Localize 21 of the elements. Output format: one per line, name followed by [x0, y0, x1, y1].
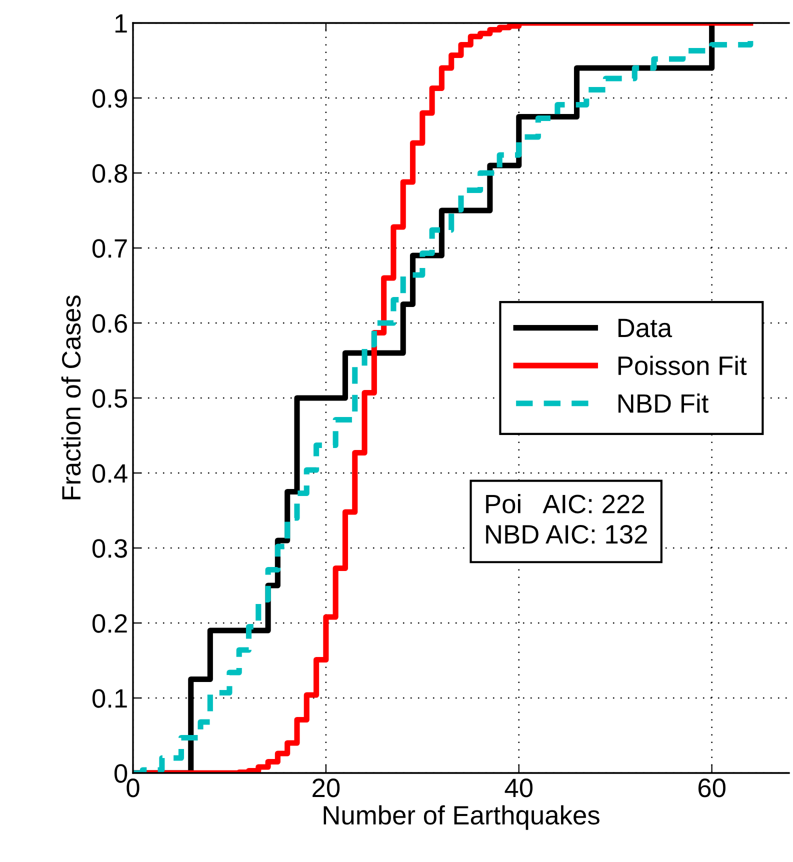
y-tick-label: 0.8 [92, 164, 127, 183]
y-axis-title: Fraction of Cases [61, 296, 81, 500]
x-tick-label: 20 [312, 778, 340, 798]
y-tick-label: 0.4 [92, 464, 128, 483]
x-tick-label: 0 [126, 778, 140, 798]
y-tick-label: 0.6 [92, 314, 127, 333]
y-tick-label: 0.7 [92, 239, 127, 258]
y-tick-label: 0.9 [92, 89, 127, 108]
y-tick-label: 0.1 [92, 689, 127, 708]
x-tick-label: 60 [698, 778, 726, 798]
x-tick-label: 40 [504, 778, 533, 798]
y-tick-label: 0 [114, 764, 128, 783]
y-tick-label: 1 [115, 14, 127, 33]
x-axis-title: Number of Earthquakes [324, 805, 600, 830]
legend-label: Data [618, 318, 672, 338]
legend-label: NBD Fit [618, 393, 708, 413]
y-tick-label: 0.3 [92, 539, 127, 558]
annotation: Poi AIC: 222 NBD AIC: 132 [486, 494, 647, 544]
y-tick-label: 0.5 [92, 389, 128, 408]
legend-label: Poisson Fit [618, 356, 747, 376]
y-tick-label: 0.2 [92, 614, 127, 633]
